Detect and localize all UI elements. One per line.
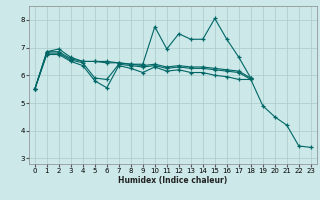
X-axis label: Humidex (Indice chaleur): Humidex (Indice chaleur) [118,176,228,185]
